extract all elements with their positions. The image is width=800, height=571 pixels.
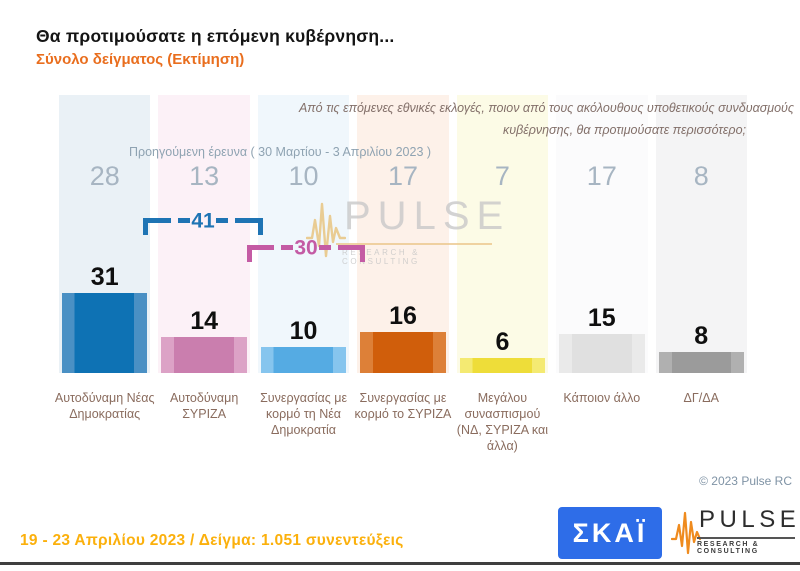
category-label: Συνεργασίας με κορμό το ΣΥΡΙΖΑ	[354, 391, 452, 421]
pulse-waveform-icon	[306, 202, 346, 258]
page-title: Θα προτιμούσατε η επόμενη κυβέρνηση...	[36, 26, 395, 46]
pulse-logo-waveform-icon	[671, 511, 701, 555]
bracket-dash	[143, 218, 171, 223]
previous-survey-value: 17	[387, 161, 418, 191]
bracket-dash	[337, 245, 365, 250]
bracket-foot	[360, 245, 365, 262]
pulse-logo-wordmark: PULSE	[699, 506, 800, 533]
category-label-cell: Αυτοδύναμη Νέας Δημοκρατίας	[55, 390, 155, 454]
chart-column: 28 31	[59, 95, 151, 373]
bar-value-label: 16	[389, 302, 417, 330]
category-label-cell: ΔΓ/ΔΑ	[656, 390, 747, 454]
sum-bracket: 30	[247, 237, 365, 262]
bar	[559, 334, 645, 373]
category-label: Αυτοδύναμη ΣΥΡΙΖΑ	[169, 391, 239, 421]
skai-logo: ΣΚΑΪ	[558, 507, 662, 559]
bar	[658, 352, 744, 373]
chart-column: 17 16	[357, 95, 449, 373]
bar-value-label: 8	[694, 322, 709, 350]
category-label-cell: Μεγάλου συνασπισμού (ΝΔ, ΣΥΡΙΖΑ και άλλα…	[457, 390, 548, 454]
bracket-foot	[143, 218, 148, 235]
bar-value-label: 31	[90, 263, 119, 291]
category-label-cell: Αυτοδύναμη ΣΥΡΙΖΑ	[158, 390, 249, 454]
watermark-subtext: RESEARCH & CONSULTING	[342, 248, 421, 266]
bottom-divider	[0, 562, 800, 565]
pulse-watermark: PULSE RESEARCH & CONSULTING	[306, 194, 503, 266]
bar	[260, 347, 347, 373]
category-label-cell: Συνεργασίας με κορμό το ΣΥΡΙΖΑ	[355, 390, 452, 454]
bracket-sum-label: 41	[191, 209, 215, 232]
survey-question: Από τις επόμενες εθνικές εκλογές, ποιον …	[154, 97, 794, 141]
bracket-sum-label: 30	[294, 236, 318, 259]
bar	[459, 358, 546, 373]
bracket-dash	[318, 245, 331, 250]
previous-survey-value: 13	[189, 161, 220, 191]
bar	[62, 293, 148, 373]
bracket-dash	[281, 245, 294, 250]
previous-survey-value: 28	[89, 161, 120, 191]
copyright-note: © 2023 Pulse RC	[699, 474, 792, 488]
category-label: Κάποιον άλλο	[563, 391, 641, 405]
watermark-rule	[336, 243, 492, 245]
survey-question-line2: κυβέρνησης, θα προτιμούσατε περισσότερο;	[502, 123, 746, 137]
bracket-dash	[235, 218, 263, 223]
previous-survey-value: 17	[586, 161, 617, 191]
category-labels: Αυτοδύναμη Νέας Δημοκρατίας Αυτοδύναμη ΣΥ…	[55, 390, 747, 454]
fieldwork-sample-note: 19 - 23 Απριλίου 2023 / Δείγμα: 1.051 συ…	[20, 532, 404, 549]
bar-value-label: 6	[495, 328, 510, 356]
category-label: Αυτοδύναμη Νέας Δημοκρατίας	[54, 391, 155, 421]
bar	[161, 337, 247, 373]
bar	[360, 332, 446, 373]
pulse-logo-rule	[697, 537, 795, 539]
pulse-logo: PULSE RESEARCH & CONSULTING	[671, 504, 797, 560]
bracket-dash	[216, 218, 229, 223]
sum-bracket: 41	[143, 210, 263, 235]
category-label: ΔΓ/ΔΑ	[683, 391, 719, 405]
page-subtitle: Σύνολο δείγματος (Εκτίμηση)	[36, 51, 245, 68]
chart-column: 17 15	[556, 95, 648, 373]
survey-question-line1: Από τις επόμενες εθνικές εκλογές, ποιον …	[298, 101, 794, 115]
category-label-cell: Κάποιον άλλο	[556, 390, 647, 454]
bracket-foot	[258, 218, 263, 235]
category-label: Συνεργασίας με κορμό τη Νέα Δημοκρατία	[260, 391, 348, 437]
bracket-foot	[247, 245, 252, 262]
chart-columns: 28 31 13 14 10 10 17 16 7 6 17 15 8 8	[59, 95, 747, 373]
bracket-dash	[177, 218, 190, 223]
pulse-logo-subtext: RESEARCH & CONSULTING	[697, 541, 760, 555]
previous-survey-value: 8	[693, 161, 709, 191]
previous-survey-caption: Προηγούμενη έρευνα ( 30 Μαρτίου - 3 Απρι…	[128, 145, 432, 159]
previous-survey-value: 10	[288, 161, 319, 191]
chart-column: 13 14	[158, 95, 250, 373]
category-label: Μεγάλου συνασπισμού (ΝΔ, ΣΥΡΙΖΑ και άλλα…	[456, 391, 548, 453]
previous-survey-value: 7	[494, 161, 510, 191]
bracket-dash	[247, 245, 275, 250]
bar-value-label: 14	[190, 307, 219, 335]
category-label-cell: Συνεργασίας με κορμό τη Νέα Δημοκρατία	[258, 390, 349, 454]
watermark-wordmark: PULSE	[344, 194, 511, 238]
bar-value-label: 15	[587, 304, 616, 332]
bar-value-label: 10	[289, 317, 318, 345]
